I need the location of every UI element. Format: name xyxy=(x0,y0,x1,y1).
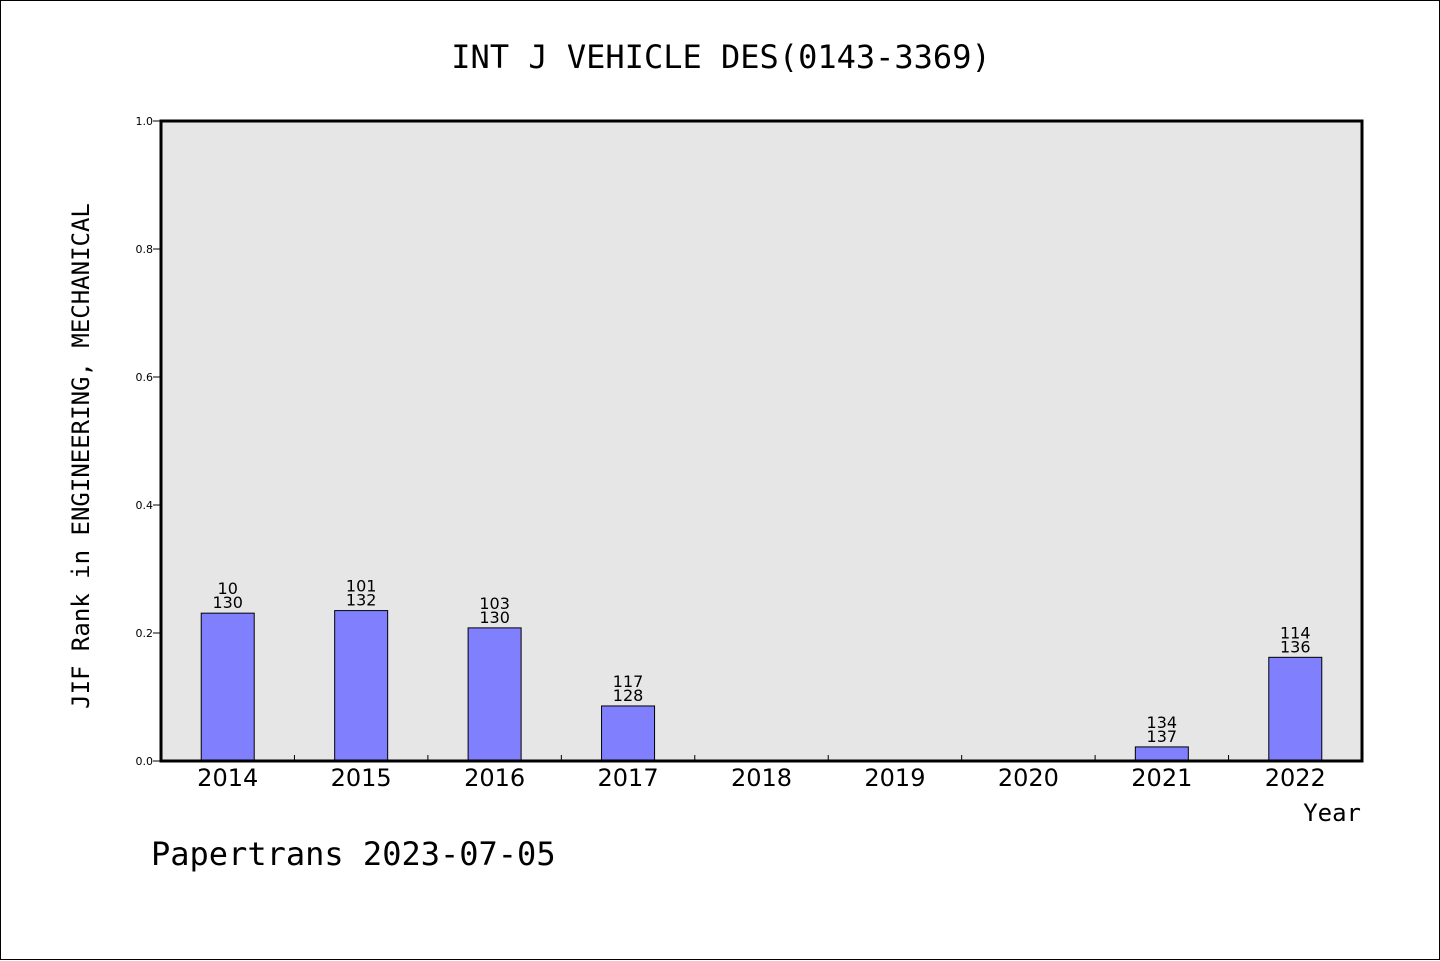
x-tick-label: 2018 xyxy=(731,764,792,792)
y-tick-label: 0.8 xyxy=(136,243,154,256)
chart-title: INT J VEHICLE DES(0143-3369) xyxy=(451,38,990,76)
x-tick-label: 2021 xyxy=(1131,764,1192,792)
bar-label-total: 128 xyxy=(613,686,644,705)
y-tick-label: 0.6 xyxy=(136,371,154,384)
y-tick-label: 1.0 xyxy=(136,115,154,128)
x-tick-label: 2019 xyxy=(864,764,925,792)
bar-label-rank: 114 xyxy=(1280,623,1311,642)
bar-label-rank: 117 xyxy=(613,672,644,691)
bar-label-total: 130 xyxy=(212,593,243,612)
y-axis-label: JIF Rank in ENGINEERING, MECHANICAL xyxy=(67,203,95,709)
bars xyxy=(200,610,1323,762)
bar-2021 xyxy=(1134,746,1189,762)
x-tick-label: 2015 xyxy=(331,764,392,792)
bar-2016 xyxy=(467,627,522,762)
bar-2015 xyxy=(334,610,389,762)
x-tick-label: 2016 xyxy=(464,764,525,792)
plot-border xyxy=(159,119,1364,763)
x-tick-label: 2022 xyxy=(1265,764,1326,792)
bar-2022 xyxy=(1268,656,1323,762)
bar-label-rank: 103 xyxy=(479,594,510,613)
y-axis-ticks: 0.0 0.2 0.4 0.6 0.8 1.0 xyxy=(136,115,161,768)
x-tick-label: 2020 xyxy=(998,764,1059,792)
x-tick-label: 2014 xyxy=(197,764,258,792)
bar-label-total: 137 xyxy=(1147,727,1178,746)
bar-label-rank: 10 xyxy=(218,579,238,598)
y-tick-label: 0.0 xyxy=(136,755,154,768)
y-tick-label: 0.2 xyxy=(136,627,154,640)
bar-label-rank: 101 xyxy=(346,577,377,596)
bar-label-rank: 134 xyxy=(1147,713,1178,732)
bar-2017 xyxy=(601,705,656,762)
bar-2014 xyxy=(200,612,255,762)
bar-label-total: 136 xyxy=(1280,637,1311,656)
x-tick-label: 2017 xyxy=(598,764,659,792)
y-tick-label: 0.4 xyxy=(136,499,154,512)
footer-text: Papertrans 2023-07-05 xyxy=(151,835,556,873)
x-axis-ticks: 2014 2015 2016 2017 2018 2019 2020 2021 2022 xyxy=(197,755,1326,792)
x-axis-label: Year xyxy=(1303,799,1361,827)
bar-label-total: 130 xyxy=(479,608,510,627)
bar-label-total: 132 xyxy=(346,591,377,610)
